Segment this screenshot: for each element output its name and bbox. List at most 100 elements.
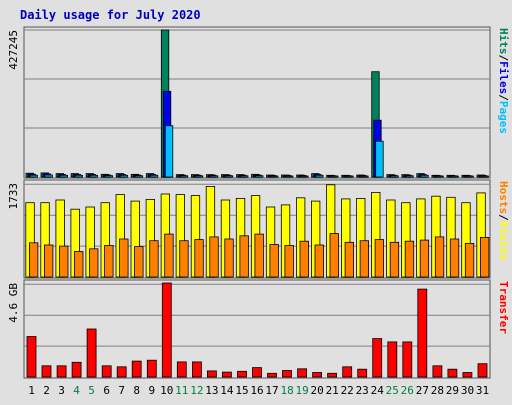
bar-pages — [59, 174, 68, 178]
bar-hosts — [389, 241, 400, 278]
x-tick-label: 19 — [295, 384, 308, 397]
bar-hosts — [119, 238, 129, 278]
chart-panel-transfer: 4.6 GB Transfer — [7, 279, 510, 379]
bar-transfer — [477, 363, 488, 378]
bar-hosts — [224, 238, 234, 278]
bar-hosts — [434, 236, 445, 278]
bar-pages — [89, 174, 98, 178]
bar-pages — [405, 175, 414, 178]
x-tick-label: 28 — [431, 384, 444, 397]
bar-transfer — [327, 372, 338, 378]
x-tick-label: 21 — [326, 384, 339, 397]
bar-pages — [435, 175, 444, 178]
bar-hosts — [44, 244, 54, 278]
bar-pages — [29, 174, 38, 178]
right-axis-label-part: / — [497, 214, 510, 221]
right-axis-label-part: Hits — [497, 28, 510, 55]
bar-pages — [164, 125, 174, 178]
x-axis-labels: 1 2 3 4 5 6 7 8 9 10 11 12 13 14 15 16 17 18 19 20 21 22 23 24 2… — [28, 384, 489, 397]
chart-panel-hits: 427245 Hits/Files/Pages — [7, 26, 510, 179]
bar-pages — [179, 175, 189, 178]
bar-pages — [224, 175, 234, 178]
bar-transfer — [267, 372, 277, 378]
right-axis-label-part: / — [497, 94, 510, 101]
x-tick-label: 7 — [118, 384, 125, 397]
bar-pages — [315, 174, 324, 178]
bar-pages — [240, 175, 249, 178]
bar-transfer — [191, 361, 202, 378]
bar-hosts — [299, 240, 309, 278]
bar-hosts — [179, 240, 189, 278]
x-tick-label: 1 — [28, 384, 35, 397]
bar-pages — [345, 175, 354, 178]
x-tick-label: 11 — [175, 384, 188, 397]
x-tick-label: 22 — [341, 384, 354, 397]
bar-pages — [119, 174, 129, 178]
y-axis-max-label: 4.6 GB — [7, 283, 20, 323]
right-axis-label-part: Files — [497, 61, 510, 94]
bar-pages — [300, 175, 309, 178]
right-axis-label: Transfer — [497, 281, 510, 334]
x-tick-label: 20 — [310, 384, 323, 397]
x-tick-label: 16 — [250, 384, 263, 397]
right-axis-label-part: Transfer — [497, 281, 510, 334]
bar-transfer — [282, 370, 292, 378]
bar-hosts — [284, 245, 294, 278]
bar-pages — [285, 175, 294, 178]
x-tick-label: 15 — [235, 384, 248, 397]
bar-hosts — [344, 241, 355, 278]
bar-transfer — [86, 328, 97, 378]
x-tick-label: 3 — [58, 384, 65, 397]
bar-transfer — [252, 367, 262, 378]
x-tick-label: 31 — [476, 384, 489, 397]
right-axis-label: Hits/Files/Pages — [497, 28, 510, 134]
x-tick-label: 10 — [160, 384, 173, 397]
bar-hosts — [74, 251, 84, 278]
bar-hosts — [89, 248, 99, 278]
panel-frame — [23, 279, 491, 379]
bar-pages — [420, 174, 429, 178]
chart-title: Daily usage for July 2020 — [20, 8, 201, 22]
bar-hosts — [164, 233, 174, 278]
bar-pages — [330, 175, 339, 178]
bar-pages — [74, 174, 83, 178]
x-tick-label: 8 — [133, 384, 140, 397]
x-tick-label: 24 — [371, 384, 385, 397]
x-tick-label: 18 — [280, 384, 293, 397]
bar-hosts — [239, 235, 249, 278]
bar-transfer — [387, 341, 398, 378]
bar-transfer — [116, 366, 127, 378]
bar-transfer — [357, 368, 368, 378]
bar-hosts — [374, 239, 385, 278]
x-tick-label: 30 — [461, 384, 474, 397]
x-tick-label: 13 — [205, 384, 218, 397]
x-tick-label: 26 — [401, 384, 414, 397]
bar-transfer — [101, 365, 112, 378]
x-tick-label: 6 — [103, 384, 110, 397]
bar-pages — [255, 175, 264, 178]
x-tick-label: 2 — [43, 384, 50, 397]
bar-transfer — [402, 341, 413, 378]
right-axis-label: Hosts/Visits — [497, 181, 510, 261]
right-axis-label-part: Pages — [497, 101, 510, 134]
bar-hosts — [59, 245, 69, 278]
bar-transfer — [417, 288, 428, 378]
bar-pages — [390, 175, 399, 178]
right-axis-label-part: Hosts — [497, 181, 510, 214]
bar-hosts — [194, 239, 204, 278]
bar-transfer — [297, 368, 308, 378]
bar-pages — [375, 140, 384, 178]
x-tick-label: 25 — [386, 384, 399, 397]
bar-hosts — [449, 238, 460, 278]
bar-transfer — [462, 372, 473, 378]
bar-pages — [149, 174, 159, 178]
bar-transfer — [176, 361, 187, 378]
bar-transfer — [432, 365, 443, 378]
bar-transfer — [146, 359, 157, 378]
bar-pages — [465, 175, 474, 178]
bar-hosts — [479, 236, 490, 278]
x-tick-label: 12 — [190, 384, 203, 397]
bar-hosts — [404, 240, 415, 278]
